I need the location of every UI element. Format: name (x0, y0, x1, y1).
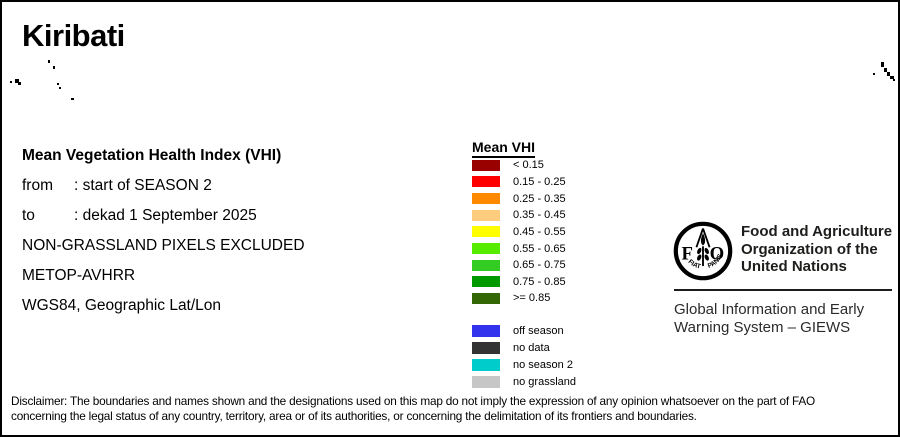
legend-row: no season 2 (472, 356, 576, 373)
legend-label: 0.55 - 0.65 (513, 242, 566, 255)
org-divider-line (674, 289, 892, 291)
legend-color-swatch (472, 159, 500, 171)
info-note-sensor: METOP-AVHRR (22, 267, 136, 284)
legend-row: < 0.15 (472, 157, 566, 174)
legend-row: 0.45 - 0.55 (472, 224, 566, 241)
legend-color-swatch (472, 358, 500, 371)
legend-title: Mean VHI (472, 139, 536, 158)
legend-label: 0.35 - 0.45 (513, 209, 566, 222)
legend-row: 0.55 - 0.65 (472, 240, 566, 257)
legend-row: 0.15 - 0.25 (472, 174, 566, 191)
fao-logo: F O FIAT PANIS (673, 221, 733, 281)
fao-org-name-line1: Food and Agriculture (741, 223, 893, 240)
island-dot (59, 87, 61, 89)
fao-org-name: Food and Agriculture Organization of the… (741, 223, 892, 276)
island-dot (48, 60, 50, 63)
info-to-label: to (22, 207, 35, 224)
info-from-label: from (22, 177, 53, 194)
legend-label: 0.45 - 0.55 (513, 225, 566, 238)
info-to-value: : dekad 1 September 2025 (74, 207, 257, 224)
legend-color-swatch (472, 375, 500, 388)
island-dot (873, 73, 875, 75)
wheat-grain-icon (700, 233, 706, 246)
legend-color-swatch (472, 243, 500, 255)
legend-label: no season 2 (513, 358, 573, 371)
fao-org-name-line2: Organization of the (741, 240, 878, 258)
island-dot (10, 81, 12, 83)
giews-system-name: Global Information and Early Warning Sys… (674, 301, 864, 336)
wheat-ears-icon (697, 247, 709, 261)
island-dot (890, 76, 894, 79)
wheat-stem-icon (702, 246, 704, 266)
island-dot (53, 66, 55, 69)
legend-row: >= 0.85 (472, 290, 566, 307)
legend-class-list: < 0.15 0.15 - 0.25 0.25 - 0.35 0.35 - 0.45 0… (472, 157, 566, 307)
legend-color-swatch (472, 324, 500, 337)
legend-color-swatch (472, 226, 500, 238)
legend-color-swatch (472, 209, 500, 221)
legend-color-swatch (472, 341, 500, 354)
legend-color-swatch (472, 176, 500, 188)
fao-logo-letter-o: O (710, 243, 725, 264)
info-block: Mean Vegetation Health Index (VHI) from:… (22, 141, 305, 321)
legend-label: no data (513, 341, 550, 354)
legend-label: < 0.15 (513, 159, 544, 172)
giews-line2: Warning System – GIEWS (674, 318, 851, 336)
legend-label: 0.25 - 0.35 (513, 192, 566, 205)
legend-row: 0.65 - 0.75 (472, 257, 566, 274)
disclaimer-line2: concerning the legal status of any count… (11, 408, 697, 423)
map-title: Kiribati (22, 18, 125, 53)
legend-label: 0.65 - 0.75 (513, 259, 566, 272)
info-line-to: to : dekad 1 September 2025 (22, 201, 305, 231)
legend-label: 0.75 - 0.85 (513, 275, 566, 288)
info-line-from: from : start of SEASON 2 (22, 171, 305, 201)
legend-label: 0.15 - 0.25 (513, 175, 566, 188)
legend-row: 0.25 - 0.35 (472, 190, 566, 207)
island-dot (887, 72, 890, 76)
legend-color-swatch (472, 193, 500, 205)
info-note-projection: WGS84, Geographic Lat/Lon (22, 297, 222, 314)
disclaimer-line1: Disclaimer: The boundaries and names sho… (11, 394, 815, 408)
island-dot (18, 82, 21, 85)
island-dot (884, 68, 887, 72)
giews-line1: Global Information and Early (674, 301, 865, 318)
fao-logo-letter-f: F (681, 243, 692, 264)
legend-color-swatch (472, 259, 500, 271)
legend-color-swatch (472, 292, 500, 304)
island-dot (15, 79, 19, 83)
legend-row: 0.75 - 0.85 (472, 273, 566, 290)
legend-row: off season (472, 322, 576, 339)
disclaimer-text: Disclaimer: The boundaries and names sho… (11, 394, 815, 424)
fao-logo-letter-a (695, 228, 711, 248)
info-note-pixels: NON-GRASSLAND PIXELS EXCLUDED (22, 237, 305, 254)
legend-label: no grassland (513, 375, 576, 388)
island-dot (71, 98, 74, 100)
legend-row: no grassland (472, 373, 576, 390)
island-dot (57, 83, 59, 85)
legend-label: >= 0.85 (513, 292, 551, 305)
fao-org-name-line3: United Nations (741, 258, 847, 275)
island-dot (893, 79, 895, 81)
legend-label: off season (513, 324, 564, 337)
legend-row: 0.35 - 0.45 (472, 207, 566, 224)
info-heading: Mean Vegetation Health Index (VHI) (22, 147, 282, 164)
info-from-value: : start of SEASON 2 (74, 177, 212, 194)
legend-color-swatch (472, 276, 500, 288)
legend-extra-list: off season no data no season 2 no grassland (472, 322, 576, 390)
island-dot (881, 62, 884, 67)
legend-row: no data (472, 339, 576, 356)
